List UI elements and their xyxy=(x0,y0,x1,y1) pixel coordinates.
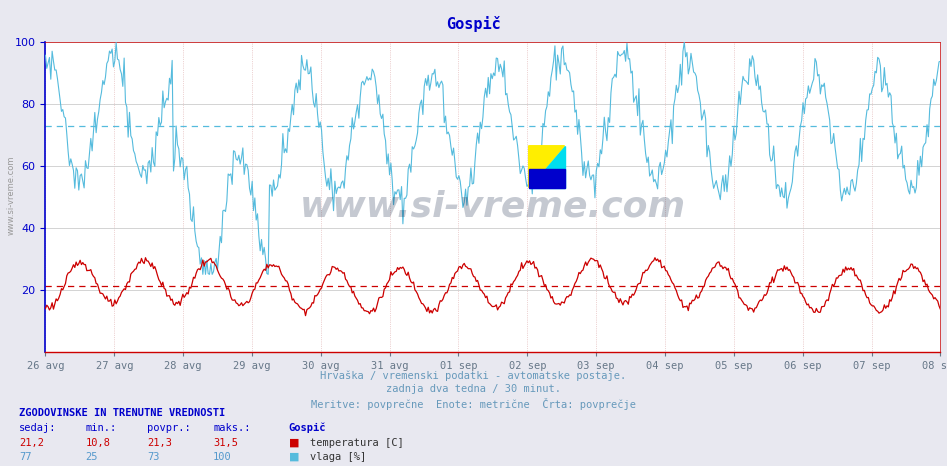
Text: Gospič: Gospič xyxy=(289,423,327,433)
Text: Hrvaška / vremenski podatki - avtomatske postaje.: Hrvaška / vremenski podatki - avtomatske… xyxy=(320,370,627,381)
Text: 73: 73 xyxy=(147,452,159,462)
Text: 10,8: 10,8 xyxy=(85,438,110,448)
Text: 21,2: 21,2 xyxy=(19,438,44,448)
Text: zadnja dva tedna / 30 minut.: zadnja dva tedna / 30 minut. xyxy=(386,384,561,394)
Text: ■: ■ xyxy=(289,438,299,448)
Text: temperatura [C]: temperatura [C] xyxy=(310,438,403,448)
Text: Meritve: povprečne  Enote: metrične  Črta: povprečje: Meritve: povprečne Enote: metrične Črta:… xyxy=(311,398,636,411)
Text: 77: 77 xyxy=(19,452,31,462)
Text: 25: 25 xyxy=(85,452,98,462)
Polygon shape xyxy=(528,146,564,188)
Text: sedaj:: sedaj: xyxy=(19,423,57,433)
Text: maks.:: maks.: xyxy=(213,423,251,433)
Text: www.si-vreme.com: www.si-vreme.com xyxy=(300,189,686,223)
Text: ZGODOVINSKE IN TRENUTNE VREDNOSTI: ZGODOVINSKE IN TRENUTNE VREDNOSTI xyxy=(19,408,225,418)
Text: povpr.:: povpr.: xyxy=(147,423,190,433)
Polygon shape xyxy=(528,146,564,188)
Text: min.:: min.: xyxy=(85,423,116,433)
Polygon shape xyxy=(528,169,564,188)
Text: 21,3: 21,3 xyxy=(147,438,171,448)
Text: www.si-vreme.com: www.si-vreme.com xyxy=(7,156,16,235)
Text: Gospič: Gospič xyxy=(446,16,501,32)
Text: ■: ■ xyxy=(289,452,299,462)
Text: 100: 100 xyxy=(213,452,232,462)
Text: vlaga [%]: vlaga [%] xyxy=(310,452,366,462)
Text: 31,5: 31,5 xyxy=(213,438,238,448)
